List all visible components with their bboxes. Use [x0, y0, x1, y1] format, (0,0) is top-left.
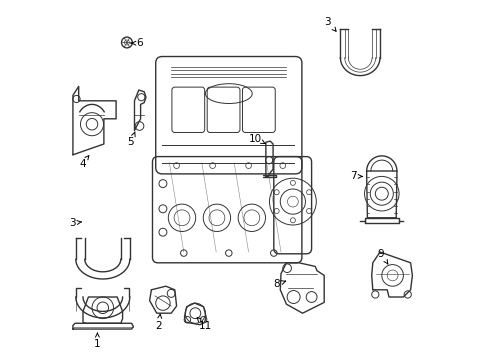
- Text: 2: 2: [155, 314, 162, 331]
- Text: 6: 6: [131, 38, 143, 48]
- Text: 5: 5: [127, 132, 135, 147]
- Text: 3: 3: [69, 218, 81, 228]
- Text: 7: 7: [350, 171, 362, 181]
- Text: 10: 10: [249, 134, 265, 144]
- Text: 4: 4: [79, 156, 89, 169]
- Text: 8: 8: [273, 279, 286, 289]
- Text: 3: 3: [324, 17, 336, 31]
- Text: 9: 9: [378, 249, 388, 264]
- Text: 11: 11: [197, 318, 212, 331]
- Text: 1: 1: [94, 333, 101, 349]
